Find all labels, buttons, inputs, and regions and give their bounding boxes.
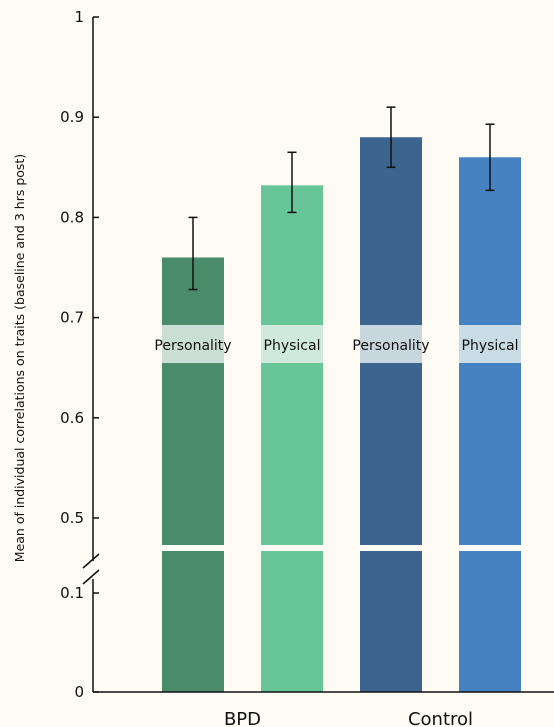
- labels-layer: Personality Physical Personality Physical 0 0…: [60, 8, 518, 727]
- error-bars-layer: [188, 106, 495, 291]
- y-tick-label-0: 0: [74, 683, 84, 701]
- group-label-1: BPD: [224, 709, 261, 727]
- bar-label-4: Physical: [462, 338, 519, 354]
- y-tick-label-5: 0.8: [60, 208, 84, 226]
- bar-4: [459, 157, 521, 692]
- bar-label-2: Physical: [264, 338, 321, 354]
- y-axis-title: Mean of individual correlations on trait…: [12, 154, 27, 562]
- y-tick-label-2: 0.5: [60, 509, 84, 527]
- axis-break-gap-1: [161, 545, 225, 551]
- axis-break-gap-3: [359, 545, 423, 551]
- bar-label-band-4: [459, 325, 521, 363]
- label-band-layer: [161, 325, 522, 551]
- axis-break-mark: [82, 553, 100, 585]
- error-bar-1: [188, 216, 198, 291]
- bars-layer: [162, 137, 521, 693]
- axis-break-gap-4: [458, 545, 522, 551]
- y-tick-label-7: 1: [74, 8, 84, 26]
- group-label-2: Control: [408, 709, 473, 727]
- bar-label-1: Personality: [154, 338, 231, 354]
- bar-label-3: Personality: [352, 338, 429, 354]
- y-tick-label-3: 0.6: [60, 409, 84, 427]
- error-bar-4: [485, 123, 495, 192]
- bar-label-band-2: [261, 325, 323, 363]
- y-tick-label-6: 0.9: [60, 108, 84, 126]
- error-bar-3: [386, 106, 396, 169]
- y-tick-label-4: 0.7: [60, 309, 84, 327]
- bar-label-band-1: [162, 325, 224, 363]
- bar-2: [261, 185, 323, 692]
- axis-break-gap-2: [260, 545, 324, 551]
- y-tick-label-1: 0.1: [60, 584, 84, 602]
- bar-label-band-3: [360, 325, 422, 363]
- y-axis: [82, 16, 554, 693]
- error-bar-2: [287, 151, 297, 214]
- bar-3: [360, 137, 422, 693]
- bar-1: [162, 257, 224, 692]
